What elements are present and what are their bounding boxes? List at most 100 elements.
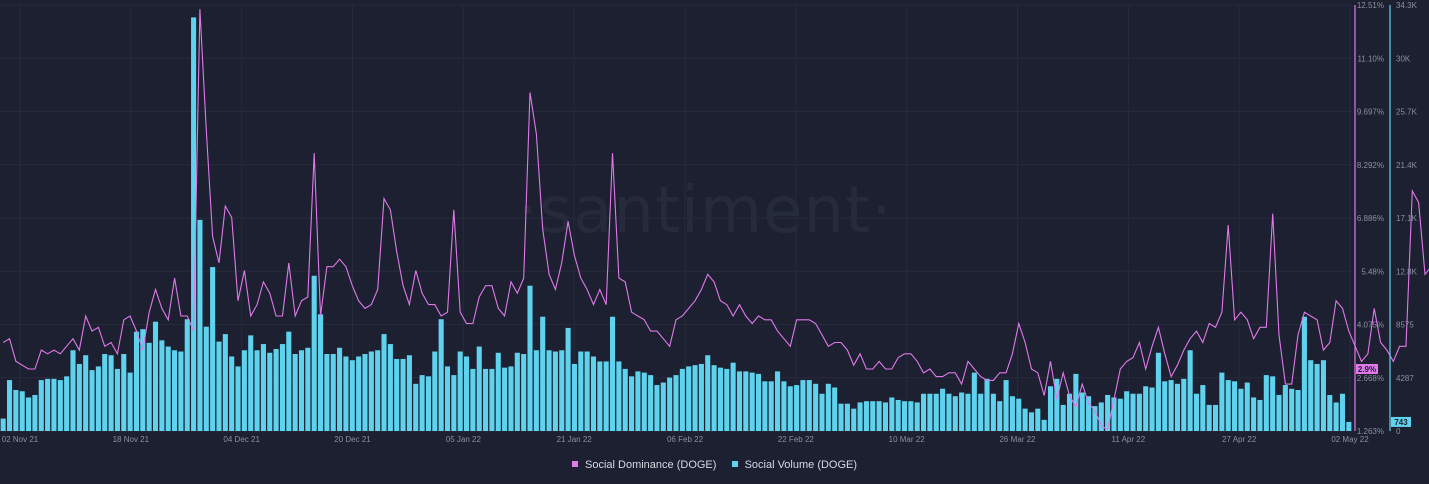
volume-bar (571, 363, 577, 431)
volume-bar (406, 355, 412, 431)
volume-bar (400, 358, 406, 431)
volume-bar (1124, 391, 1130, 431)
volume-bar (698, 363, 704, 431)
volume-bar (114, 368, 120, 431)
y-tick-volume: 8575 (1396, 321, 1414, 330)
volume-bar (1149, 387, 1155, 431)
volume-bar (1111, 397, 1117, 431)
volume-bar (686, 366, 692, 431)
volume-bar (235, 366, 241, 431)
volume-bar (1003, 380, 1009, 431)
volume-bar (895, 399, 901, 431)
volume-bar (1022, 408, 1028, 431)
grid (0, 4, 1352, 432)
volume-bar (1073, 373, 1079, 431)
legend-item-dominance[interactable]: Social Dominance (DOGE) (571, 459, 717, 471)
legend-label-dominance: Social Dominance (DOGE) (585, 459, 717, 471)
y-tick-volume: 17.1K (1396, 214, 1418, 223)
volume-bar (13, 390, 19, 431)
volume-bar (483, 368, 489, 431)
volume-bar (1143, 386, 1149, 431)
volume-bar (26, 397, 32, 431)
volume-bar (1187, 350, 1193, 431)
volume-bar (229, 356, 235, 431)
volume-bar (952, 396, 958, 431)
volume-bar (273, 349, 279, 431)
volume-bar (463, 356, 470, 431)
volume-bar (762, 381, 768, 431)
volume-bar (254, 350, 260, 431)
volume-bar (394, 358, 400, 431)
x-tick: 02 May 22 (1331, 435, 1369, 444)
volume-bar (470, 368, 476, 431)
volume-bar (940, 388, 946, 431)
dominance-last-badge (1356, 363, 1378, 374)
volume-bar (45, 378, 51, 431)
volume-bar (57, 380, 63, 431)
volume-bar (755, 373, 762, 431)
volume-bar (438, 319, 444, 431)
volume-bar (1060, 404, 1066, 431)
volume-bar (508, 366, 514, 431)
volume-bar (127, 372, 133, 431)
volume-bar (540, 316, 546, 431)
volume-bar (381, 334, 387, 431)
volume-bar (495, 352, 501, 431)
volume-bar (279, 344, 285, 431)
volume-bar (1314, 363, 1320, 431)
volume-bar (489, 368, 495, 431)
volume-bar (1276, 394, 1282, 431)
axes: 12.51% 11.10% 9.697% 8.292% 6.886% 5.48% 4.075… (1354, 1, 1418, 436)
volume-bar (6, 380, 13, 431)
volume-bar (83, 355, 89, 431)
y-tick-dominance: 1.263% (1357, 427, 1384, 436)
volume-bar (210, 267, 216, 431)
volume-bar (546, 350, 552, 431)
volume-bar (794, 385, 800, 431)
volume-bar (990, 393, 996, 431)
volume-bar (717, 367, 723, 431)
volume-bar (89, 370, 95, 431)
y-tick-dominance: 4.075% (1357, 321, 1384, 330)
volume-bar (172, 350, 178, 431)
volume-bar (876, 401, 882, 431)
y-tick-volume: 0 (1396, 427, 1401, 436)
volume-bar (1174, 383, 1180, 431)
volume-bar (857, 402, 863, 431)
volume-bar (1181, 378, 1187, 431)
volume-bar (337, 347, 343, 431)
volume-bar (787, 386, 793, 431)
volume-bar (946, 393, 952, 431)
volume-bar (927, 393, 933, 431)
y-tick-volume: 30K (1396, 54, 1411, 63)
volume-bar (1327, 394, 1333, 431)
volume-bar (743, 371, 749, 431)
volume-bar (1225, 380, 1231, 431)
volume-bar (1016, 398, 1022, 431)
volume-bar (1035, 408, 1041, 431)
volume-bar (133, 331, 140, 431)
volume-bar (565, 327, 571, 431)
volume-bar (95, 366, 101, 431)
volume-bar (851, 408, 857, 431)
volume-bar (19, 391, 25, 431)
volume-bar (1263, 375, 1269, 431)
x-tick: 26 Mar 22 (999, 435, 1036, 444)
volume-bar (673, 375, 679, 431)
volume-bar (1212, 404, 1219, 431)
volume-bar (997, 401, 1003, 431)
x-tick: 20 Dec 21 (334, 435, 371, 444)
volume-bar (51, 378, 57, 431)
volume-bar (1206, 404, 1212, 431)
y-tick-dominance: 6.886% (1357, 214, 1384, 223)
volume-bar (1270, 376, 1276, 431)
volume-bar (32, 394, 38, 431)
legend-label-volume: Social Volume (DOGE) (744, 459, 858, 471)
volume-bar (914, 402, 920, 431)
x-tick: 06 Feb 22 (667, 435, 704, 444)
volume-bar (635, 371, 641, 431)
volume-bar (476, 346, 482, 431)
legend-item-volume[interactable]: Social Volume (DOGE) (731, 459, 858, 471)
volume-bar (844, 403, 850, 431)
